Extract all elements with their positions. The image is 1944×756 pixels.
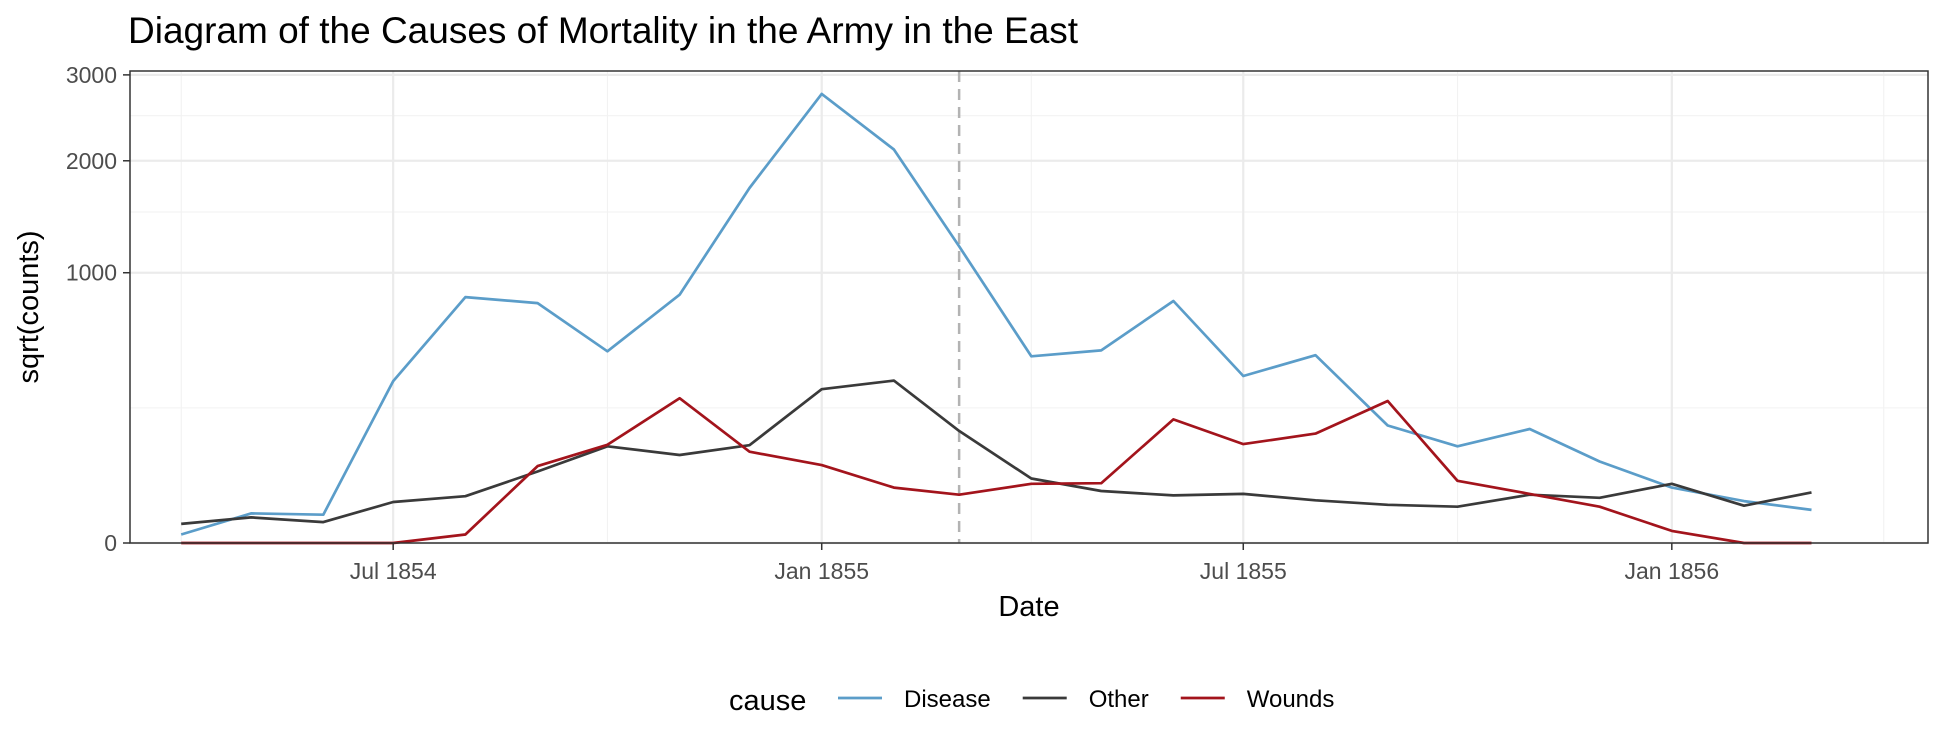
x-axis-title: Date [998,591,1059,623]
y-tick-label: 3000 [66,62,117,88]
series-layer [180,92,1812,545]
y-tick-label: 1000 [66,260,117,286]
x-axis-ticks: Jul 1854 Jan 1855 Jul 1855 Jan 1856 [350,543,1719,584]
legend-items: Disease Other Wounds [838,686,1334,713]
y-axis-ticks: 0 1000 2000 3000 [66,62,130,556]
chart-title: Diagram of the Causes of Mortality in th… [128,10,1079,51]
legend: cause Disease Other Wounds [729,685,1334,717]
legend-label-wounds: Wounds [1247,686,1335,713]
series-line-wounds [181,396,1812,545]
x-tick-label: Jul 1854 [350,558,437,584]
y-tick-label: 2000 [66,148,117,174]
legend-title: cause [729,685,806,717]
y-axis-title: sqrt(counts) [13,230,45,383]
series-line-disease [180,92,1812,536]
legend-label-disease: Disease [904,686,991,713]
x-tick-label: Jul 1855 [1200,558,1287,584]
legend-label-other: Other [1089,686,1149,713]
minor-gridlines [130,71,1928,543]
x-tick-label: Jan 1855 [774,558,869,584]
plot-panel-border [129,70,1929,544]
y-tick-label: 0 [104,530,117,556]
x-tick-label: Jan 1856 [1624,558,1719,584]
